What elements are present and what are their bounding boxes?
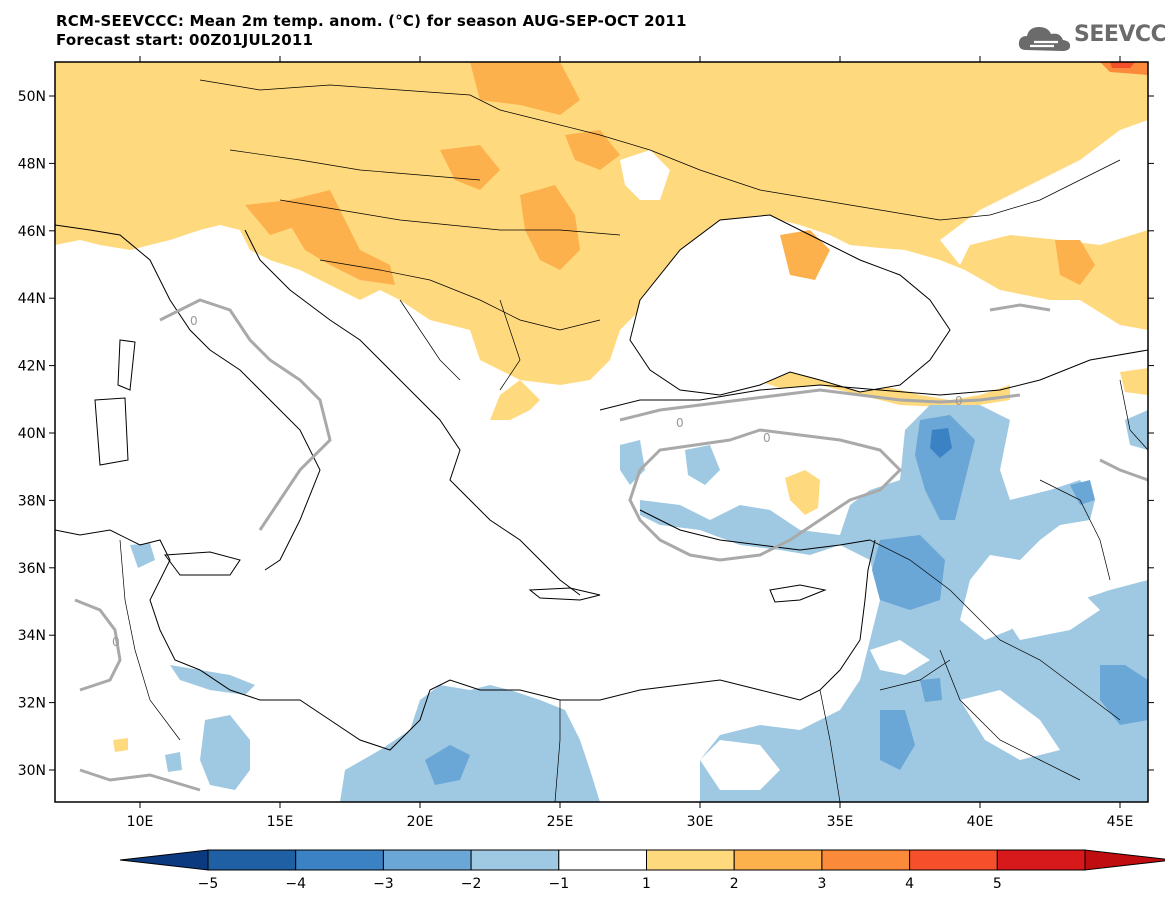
coastlines [55,214,1148,751]
warm-anomaly-patch-libya [113,738,128,752]
anomaly-minus-2-3-patch-4 [1100,665,1148,725]
lon-tick-label: 15E [267,814,294,830]
cool-anomaly-area-tunisia [200,715,250,790]
colorbar-swatch [996,849,1086,871]
colorbar-label: −2 [461,876,482,892]
cool-anomaly-patch-4 [170,665,255,695]
warm-anomaly-patch-anatolia [785,470,820,515]
logo-text: SEEVCCC [1074,22,1165,47]
colorbar-swatch [295,849,384,871]
colorbar-swatch [207,849,297,871]
colorbar-swatch [821,849,911,871]
anomaly-minus-2-3-patch-1 [915,415,975,520]
colorbar-label: 4 [905,876,914,892]
title-line-1: RCM-SEEVCCC: Mean 2m temp. anom. (°C) fo… [56,12,687,30]
map-title: RCM-SEEVCCC: Mean 2m temp. anom. (°C) fo… [56,12,687,50]
latitude-axis: 50N 48N 46N 44N 42N 40N 38N 36N 34N 32N 30N [18,89,1154,779]
map-plot-area: 0 0 0 0 0 [55,62,1148,802]
warm-anomaly-patch-east [1120,368,1148,395]
colorbar-above-arrow [1084,849,1165,871]
lon-tick-label: 45E [1107,814,1134,830]
colorbar-label: −3 [373,876,394,892]
lon-tick-label: 30E [687,814,714,830]
neutral-gap-black-sea [630,215,950,395]
cloud-logo-icon [1018,27,1071,51]
anomaly-2-3-patch-3 [440,145,500,190]
lat-tick-label: 46N [18,224,46,240]
zero-contours [74,298,1148,792]
lon-tick-label: 40E [967,814,994,830]
cool-anomaly-area-libya [340,685,600,802]
anomaly-2-3-patch-2 [520,185,580,270]
anomaly-2-3-patch-4 [470,62,580,115]
colorbar-swatch [733,849,823,871]
anomaly-minus-2-3-patch-3 [880,710,915,770]
cool-anomaly-patch-5 [165,752,182,772]
contour-label-0-tunisia: 0 [112,635,120,649]
neutral-gap-ukraine [620,150,670,200]
lat-tick-label: 32N [18,696,46,712]
colorbar-swatch [382,849,472,871]
contour-label-0-italy: 0 [190,314,198,328]
colorbar-label: 2 [730,876,739,892]
warm-anomaly-area-north [55,62,1148,420]
colorbar-label: −4 [285,876,306,892]
lon-tick-label: 10E [127,814,154,830]
contour-label-0-caucasus: 0 [955,394,963,408]
anomaly-4-5-patch [1110,62,1135,68]
colorbar-label: −5 [198,876,219,892]
anomaly-minus-2-3-patch-5 [425,745,470,785]
cool-anomaly-patch-3 [130,543,155,568]
colorbar-swatch [646,849,735,871]
anomaly-2-3-patch-8 [245,200,300,235]
colorbar: −5 −4 −3 −2 −1 1 2 3 4 5 [119,849,1165,892]
colorbar-below-arrow [119,849,209,871]
lat-tick-label: 50N [18,89,46,105]
anomaly-minus-2-3-patch-6 [1070,480,1095,505]
neutral-gap-russia [940,120,1148,265]
lat-tick-label: 34N [18,628,46,644]
lat-tick-label: 36N [18,561,46,577]
colorbar-swatch [909,849,998,871]
contour-label-0-anatolia-west: 0 [676,416,684,430]
neutral-gap-middle-east-1 [965,560,1010,620]
longitude-axis: 10E 15E 20E 25E 30E 35E 40E 45E [127,56,1134,830]
anomaly-2-3-patch-7 [1055,240,1095,285]
lon-tick-label: 20E [407,814,434,830]
lat-tick-label: 44N [18,291,46,307]
map-frame [54,61,1149,803]
anomaly-2-3-patch-5 [565,130,620,170]
colorbar-label: 1 [642,876,651,892]
neutral-gap-egypt [700,740,780,790]
anomaly-minus-3-4-patch [930,428,952,458]
cool-anomaly-patch-6 [1125,410,1148,450]
title-line-2: Forecast start: 00Z01JUL2011 [56,31,314,49]
cool-anomaly-patch-2 [685,445,720,485]
lat-tick-label: 30N [18,763,46,779]
lat-tick-label: 38N [18,493,46,509]
lon-tick-label: 25E [547,814,574,830]
anomaly-minus-2-3-patch-7 [920,678,942,702]
lat-tick-label: 40N [18,426,46,442]
neutral-gap-middle-east-3 [870,640,930,675]
neutral-gap-adriatic [55,250,490,630]
colorbar-swatch [470,849,560,871]
lat-tick-label: 48N [18,156,46,172]
colorbar-label: 3 [817,876,826,892]
anomaly-2-3-patch-6 [780,230,830,280]
contour-label-0-anatolia: 0 [763,431,771,445]
colorbar-swatch [558,849,647,871]
colorbar-label: 5 [993,876,1002,892]
country-borders [119,79,1148,802]
lat-tick-label: 42N [18,359,46,375]
neutral-gap-middle-east-2 [1000,590,1100,640]
anomaly-2-3-patch-1 [290,190,395,285]
anomaly-minus-2-3-patch-2 [872,535,945,610]
colorbar-label: −1 [548,876,569,892]
neutral-gap-middle-east-4 [960,690,1060,760]
seevccc-logo: SEEVCCC [1016,22,1165,56]
lon-tick-label: 35E [827,814,854,830]
